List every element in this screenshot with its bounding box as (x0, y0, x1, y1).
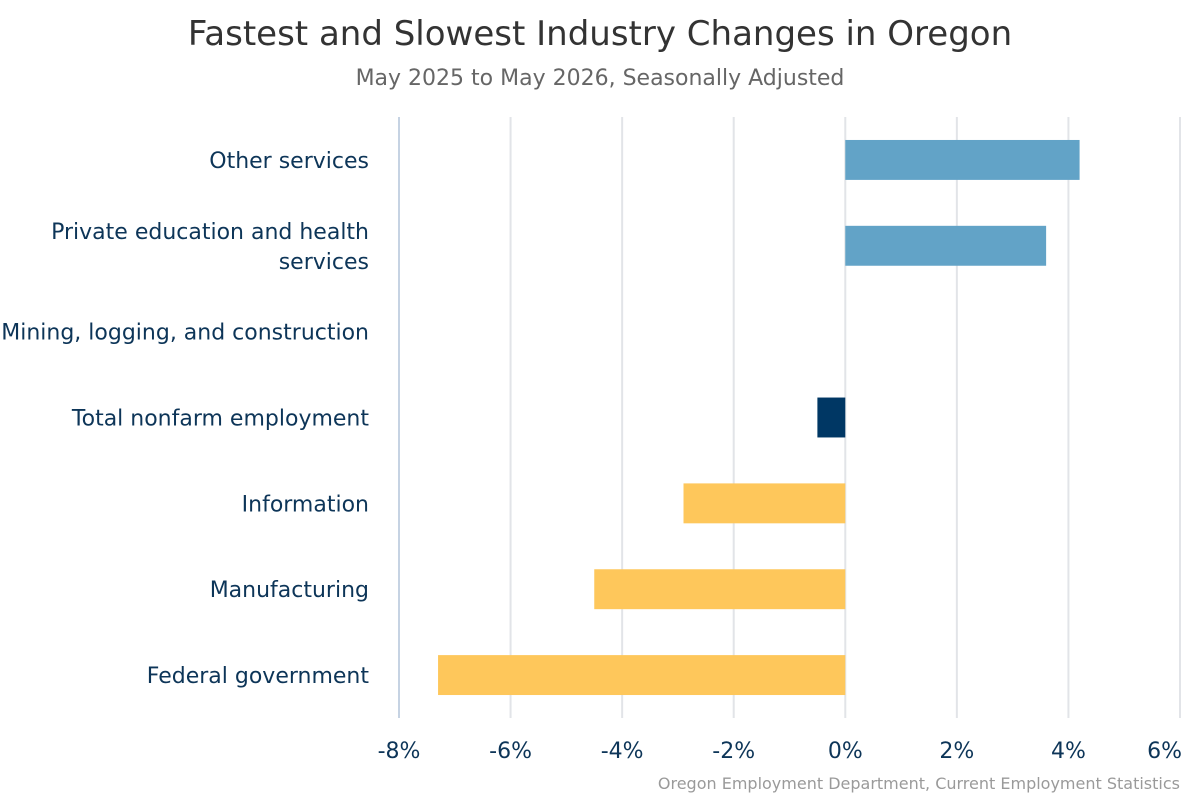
chart-title: Fastest and Slowest Industry Changes in … (187, 14, 1013, 54)
bar (845, 139, 1080, 180)
chart-source: Oregon Employment Department, Current Em… (657, 774, 1180, 793)
x-tick-label: 4% (1051, 739, 1086, 764)
bars (438, 139, 1080, 696)
x-tick-label: -4% (601, 739, 644, 764)
category-label: Private education and health (51, 220, 369, 245)
category-labels: Other services Private education and heal… (1, 149, 369, 689)
x-tick-label: 6% (1147, 739, 1182, 764)
category-label: Mining, logging, and construction (1, 321, 369, 346)
bar (817, 397, 846, 438)
x-tick-label: 2% (939, 739, 974, 764)
bar (683, 483, 846, 524)
x-tick-label: 0% (828, 739, 863, 764)
category-label: Other services (209, 149, 369, 174)
category-label: Manufacturing (210, 578, 369, 603)
bar (845, 225, 1047, 266)
category-label: Total nonfarm employment (71, 407, 369, 432)
chart-subtitle: May 2025 to May 2026, Seasonally Adjuste… (355, 66, 845, 91)
category-label: Information (242, 492, 369, 517)
x-tick-label: -6% (489, 739, 532, 764)
x-tick-label: -8% (378, 739, 421, 764)
x-tick-labels: -8% -6% -4% -2% 0% 2% 4% 6% (378, 739, 1182, 764)
x-tick-label: -2% (712, 739, 755, 764)
bar (594, 569, 846, 610)
category-label: services (279, 250, 369, 275)
bar (438, 655, 846, 696)
category-label: Federal government (147, 664, 370, 689)
grid-lines (398, 117, 1181, 718)
